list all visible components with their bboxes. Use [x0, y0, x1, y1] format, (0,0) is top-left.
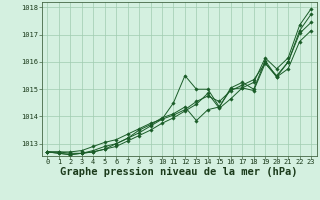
X-axis label: Graphe pression niveau de la mer (hPa): Graphe pression niveau de la mer (hPa) — [60, 167, 298, 177]
